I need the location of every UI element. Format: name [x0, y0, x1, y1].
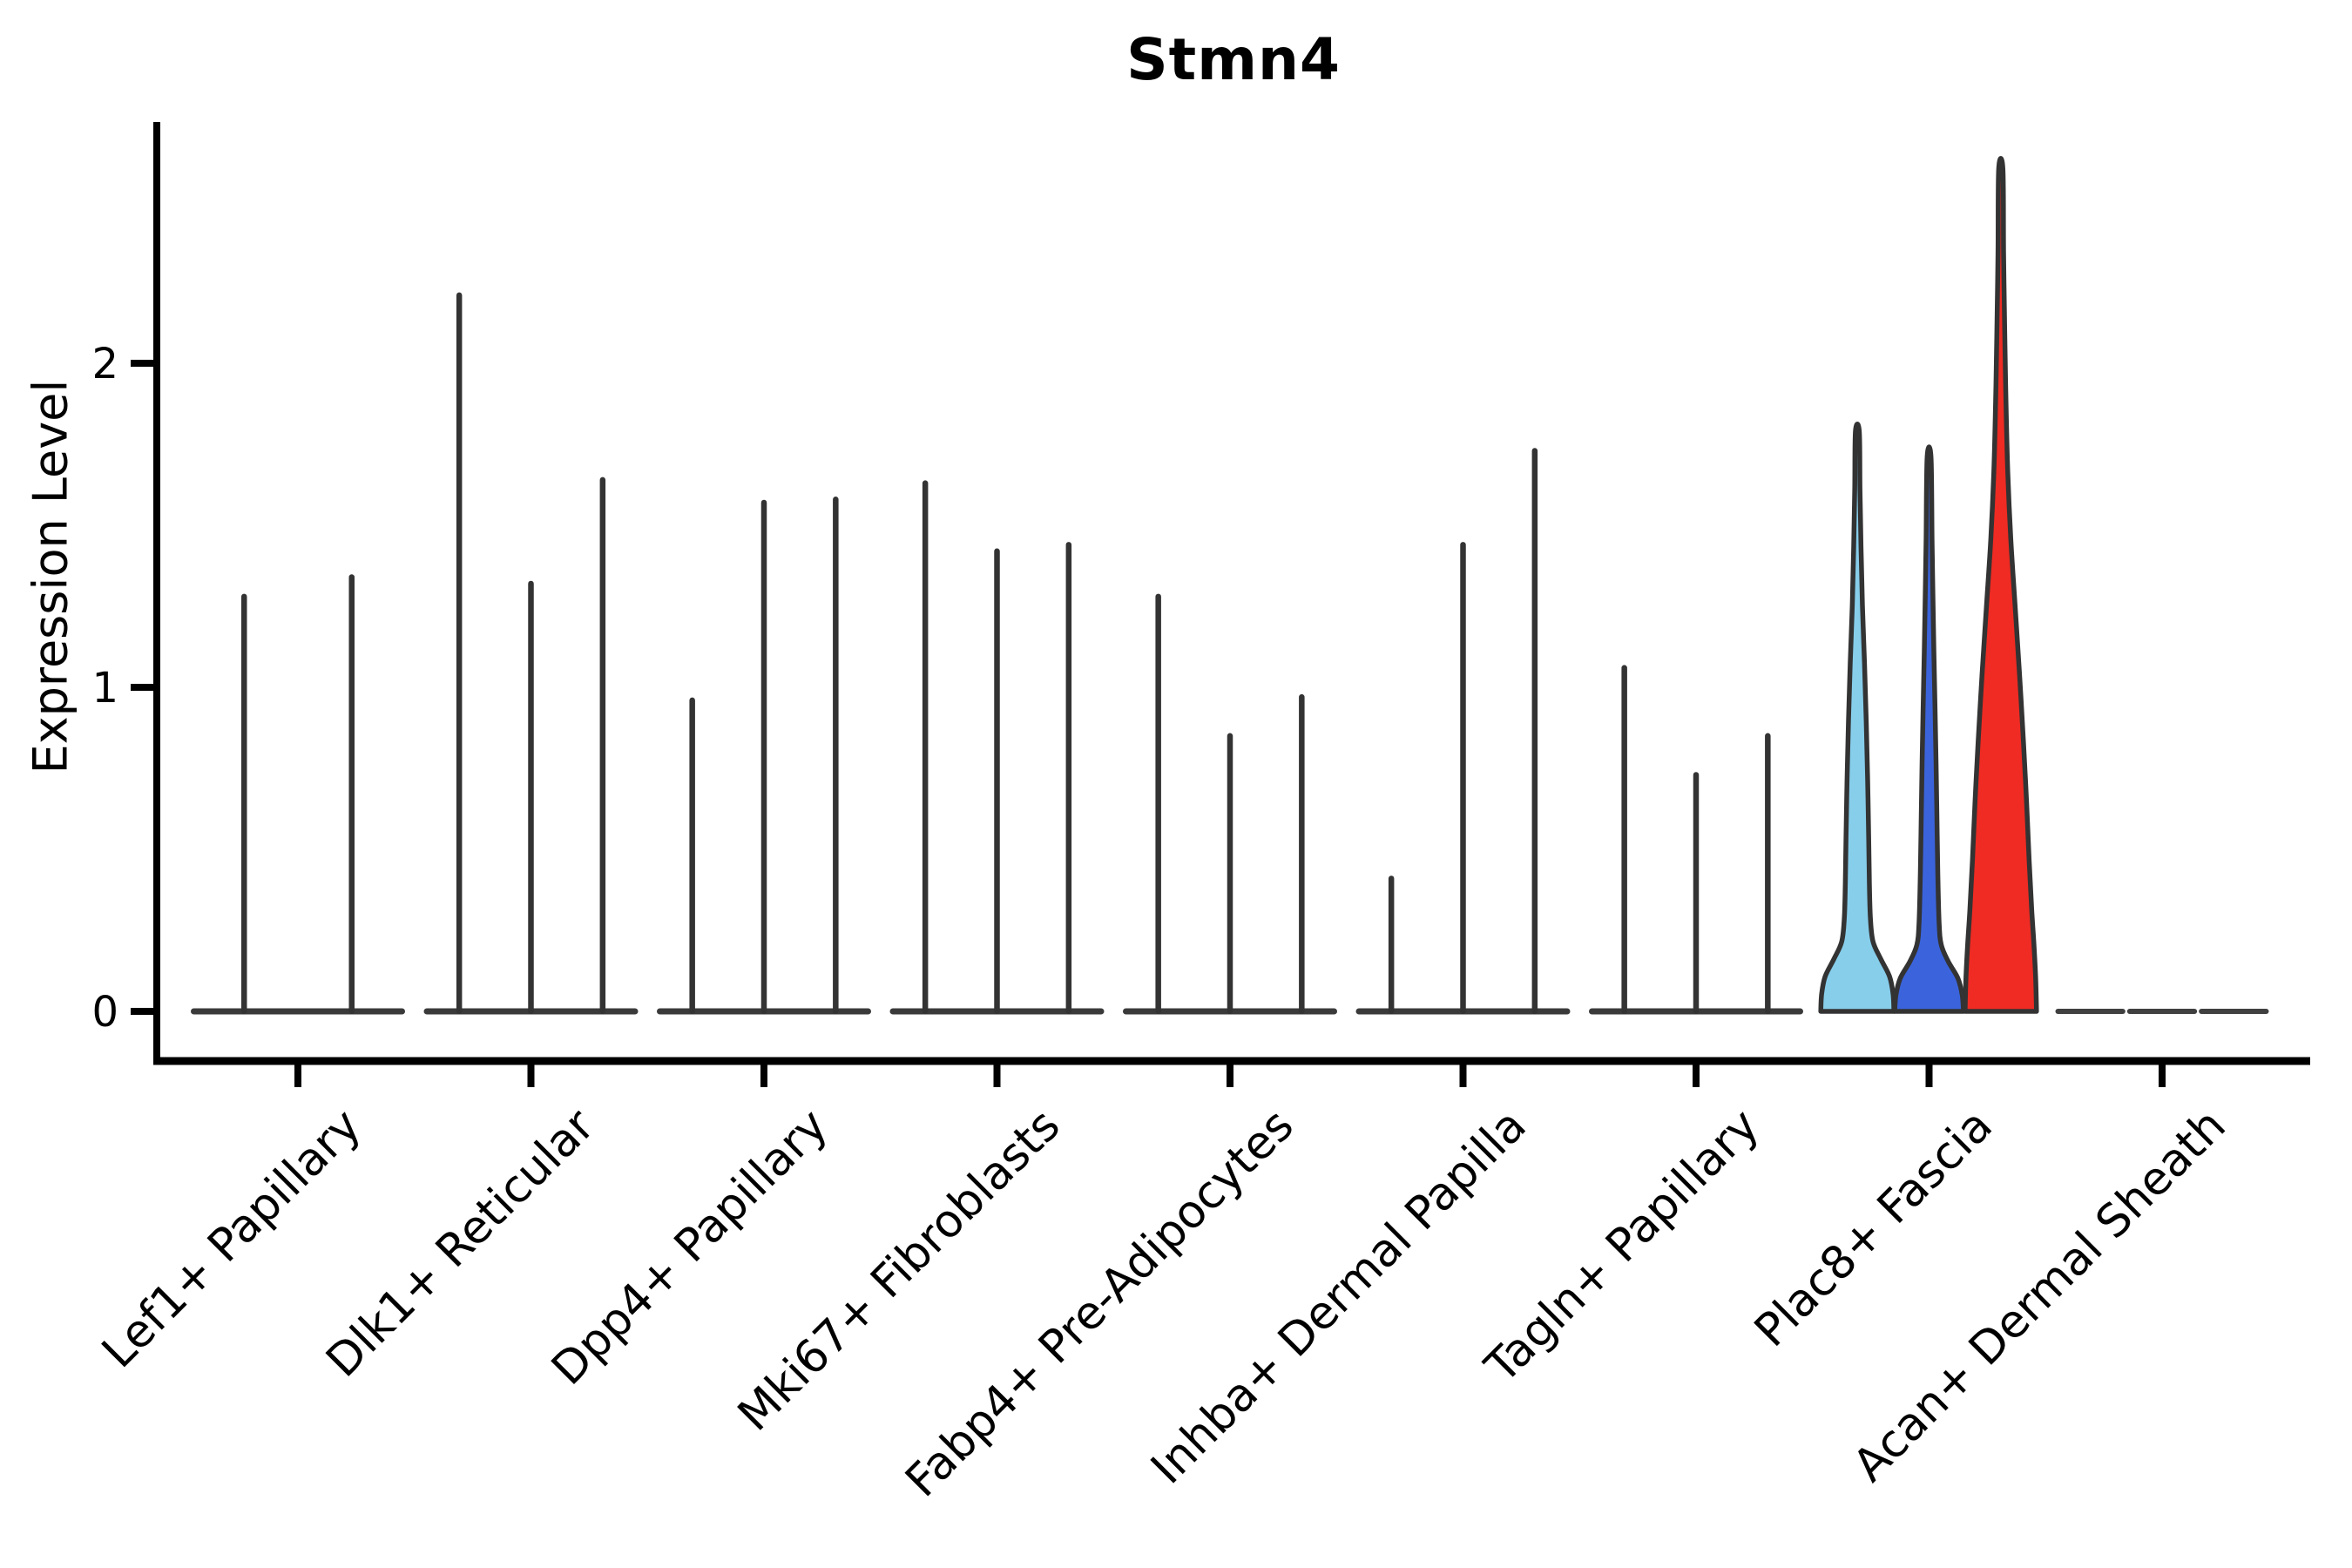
y-tick-label: 0 [91, 988, 118, 1037]
violin-body [1963, 155, 2039, 1014]
y-tick-label: 1 [91, 664, 118, 713]
chart-title: Stmn4 [1126, 26, 1341, 93]
violin-body [1818, 422, 1896, 1014]
violin-body [1892, 444, 1966, 1014]
y-tick-label: 2 [91, 340, 118, 389]
